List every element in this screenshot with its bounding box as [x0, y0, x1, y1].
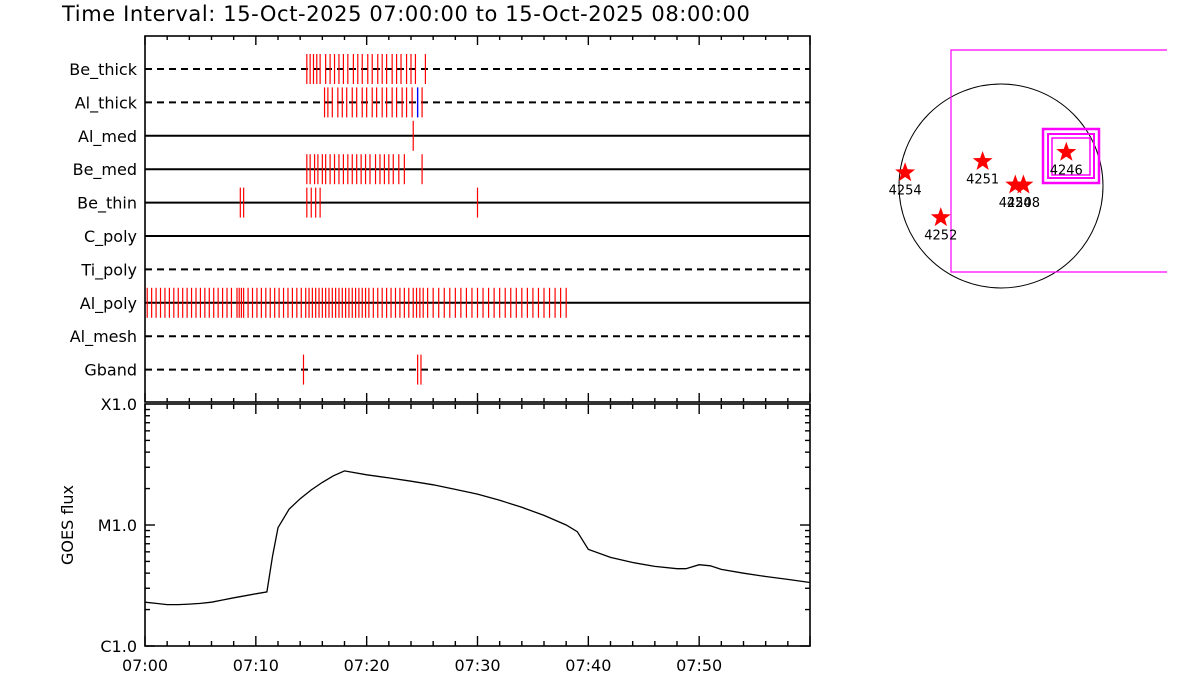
timeline-row-label: Al_med — [78, 127, 137, 147]
active-region-label: 4254 — [889, 184, 922, 199]
active-region-star — [972, 151, 993, 170]
y-tick-label: X1.0 — [101, 395, 137, 414]
x-tick-label: 07:00 — [122, 656, 168, 675]
timeline-row-label: Be_thick — [69, 60, 137, 80]
chart-title: Time Interval: 15-Oct-2025 07:00:00 to 1… — [62, 2, 751, 26]
active-region-label: 4248 — [1007, 196, 1040, 211]
goes-flux-panel: 07:00 07:10 07:20 07:30 07:40 07:50 C1.0 M1.0 X1… — [58, 395, 811, 675]
active-region-star — [1005, 174, 1026, 194]
active-region-star — [1013, 174, 1034, 194]
active-region-label: 4252 — [924, 229, 957, 244]
timeline-row-label: Gband — [84, 361, 137, 380]
timeline-row-label: Al_thick — [75, 93, 138, 113]
active-region-star — [1056, 141, 1077, 161]
active-region-label: 4250 — [999, 196, 1032, 211]
timeline-row-label: Ti_poly — [80, 260, 137, 280]
active-region-star — [930, 207, 951, 227]
fov-box-large — [950, 49, 1167, 273]
timeline-row-label: Be_med — [73, 160, 137, 180]
active-region-star — [895, 162, 916, 182]
active-region-label: 4251 — [966, 173, 999, 188]
timeline-row-label: Al_poly — [80, 294, 137, 314]
timeline-row-label: Be_thin — [77, 194, 137, 214]
x-tick-label: 07:40 — [565, 656, 611, 675]
x-tick-label: 07:10 — [233, 656, 279, 675]
x-tick-label: 07:30 — [454, 656, 500, 675]
fov-box-small — [1047, 133, 1095, 179]
x-tick-label: 07:50 — [676, 656, 722, 675]
active-region-label: 4246 — [1050, 163, 1083, 178]
fov-box-small — [1041, 127, 1101, 185]
timeline-row-label: C_poly — [84, 227, 137, 247]
y-axis-label: GOES flux — [58, 485, 77, 565]
timeline-row-label: Al_mesh — [70, 327, 137, 347]
goes-flux-line — [144, 470, 811, 606]
x-tick-label: 07:20 — [344, 656, 390, 675]
fov-box-small — [1051, 137, 1091, 176]
y-tick-label: C1.0 — [100, 637, 137, 656]
timeline-frame — [144, 35, 811, 403]
solar-limb-circle — [898, 83, 1104, 289]
y-tick-label: M1.0 — [98, 516, 137, 535]
event-timeline-panel: Be_thick Al_thick Al_med Be_med Be_thin C_pol… — [69, 35, 811, 403]
flux-frame — [144, 403, 811, 647]
